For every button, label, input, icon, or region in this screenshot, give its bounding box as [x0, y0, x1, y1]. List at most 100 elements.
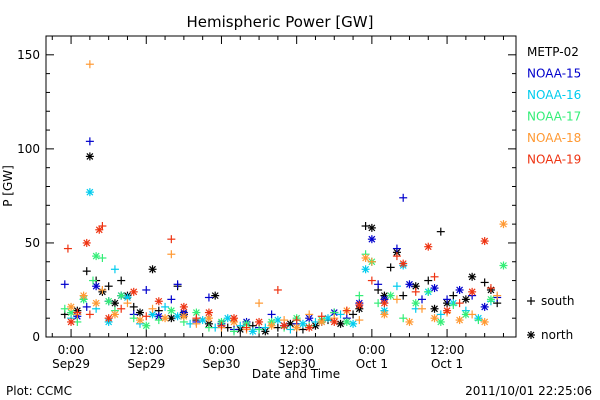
- north-point: [430, 304, 439, 313]
- north-point: [367, 223, 376, 232]
- legend-south: south: [541, 294, 575, 308]
- south-point: [273, 285, 282, 294]
- x-tick-time: 0:00: [208, 343, 235, 357]
- north-point: [154, 297, 163, 306]
- x-tick-date: Sep30: [203, 357, 241, 371]
- south-point: [367, 276, 376, 285]
- north-point: [499, 261, 508, 270]
- north-point: [349, 319, 358, 328]
- north-point: [67, 302, 76, 311]
- north-marker-icon: [527, 331, 535, 339]
- south-point: [98, 222, 107, 231]
- north-point: [92, 282, 101, 291]
- north-point: [223, 314, 232, 323]
- south-point: [449, 301, 458, 310]
- x-tick-time: 0:00: [58, 343, 85, 357]
- south-point: [392, 244, 401, 253]
- south-point: [349, 310, 358, 319]
- north-point: [211, 291, 220, 300]
- south-point: [142, 312, 151, 321]
- south-point: [336, 310, 345, 319]
- x-tick-time: 12:00: [129, 343, 164, 357]
- x-tick-time: 0:00: [358, 343, 385, 357]
- north-point: [342, 317, 351, 326]
- south-point: [154, 316, 163, 325]
- south-point: [261, 323, 270, 332]
- south-point: [361, 222, 370, 231]
- north-point: [499, 220, 508, 229]
- south-point: [167, 235, 176, 244]
- south-point: [392, 295, 401, 304]
- north-point: [468, 272, 477, 281]
- south-point: [129, 302, 138, 311]
- south-point: [468, 310, 477, 319]
- south-point: [267, 310, 276, 319]
- north-point: [486, 295, 495, 304]
- north-point: [430, 314, 439, 323]
- x-tick-date: Sep30: [278, 357, 316, 371]
- north-point: [298, 319, 307, 328]
- x-tick-time: 12:00: [279, 343, 314, 357]
- legend-north: north: [541, 328, 573, 342]
- south-point: [242, 323, 251, 332]
- y-tick-label: 50: [25, 236, 40, 250]
- north-point: [179, 302, 188, 311]
- south-point: [85, 137, 94, 146]
- north-point: [117, 291, 126, 300]
- north-point: [110, 310, 119, 319]
- north-point: [85, 188, 94, 197]
- north-point: [430, 284, 439, 293]
- north-point: [95, 225, 104, 234]
- south-point: [230, 327, 238, 336]
- north-point: [104, 297, 113, 306]
- south-point: [167, 250, 176, 259]
- north-point: [436, 317, 445, 326]
- north-point: [82, 238, 91, 247]
- y-tick-label: 100: [17, 142, 40, 156]
- south-point: [85, 60, 94, 69]
- north-point: [399, 259, 408, 268]
- north-point: [461, 295, 470, 304]
- north-point: [204, 308, 213, 317]
- series-noaa-19: [63, 222, 495, 332]
- north-point: [455, 316, 464, 325]
- south-point: [418, 304, 426, 313]
- south-point: [455, 299, 464, 308]
- south-point: [98, 285, 107, 294]
- south-point: [63, 244, 72, 253]
- x-tick-date: Sep29: [52, 357, 90, 371]
- south-point: [82, 267, 91, 276]
- south-point: [449, 291, 458, 300]
- north-point: [79, 291, 88, 300]
- south-point: [317, 312, 326, 321]
- x-axis-label: Date and Time: [252, 367, 340, 381]
- north-point: [92, 299, 101, 308]
- plot-timestamp: 2011/10/01 22:25:06: [465, 384, 592, 398]
- north-point: [198, 316, 207, 325]
- north-point: [386, 291, 395, 300]
- south-point: [474, 316, 483, 325]
- south-point: [480, 278, 489, 287]
- south-point: [430, 272, 439, 281]
- south-point: [217, 321, 226, 330]
- south-point: [85, 310, 94, 319]
- north-point: [85, 152, 94, 161]
- south-point: [292, 316, 301, 325]
- north-point: [67, 317, 76, 326]
- south-point: [305, 310, 314, 319]
- north-point: [161, 314, 170, 323]
- north-point: [355, 301, 364, 310]
- south-point: [89, 276, 97, 285]
- north-point: [305, 323, 314, 332]
- north-point: [148, 265, 157, 274]
- y-tick-label: 0: [32, 330, 40, 344]
- south-point: [98, 253, 107, 262]
- north-point: [248, 327, 257, 336]
- north-point: [330, 317, 339, 326]
- y-axis-label: P [GW]: [1, 165, 15, 207]
- north-point: [167, 306, 176, 315]
- plot-source: Plot: CCMC: [6, 384, 72, 398]
- north-point: [480, 317, 489, 326]
- plot-frame: [45, 35, 517, 338]
- north-point: [142, 321, 151, 330]
